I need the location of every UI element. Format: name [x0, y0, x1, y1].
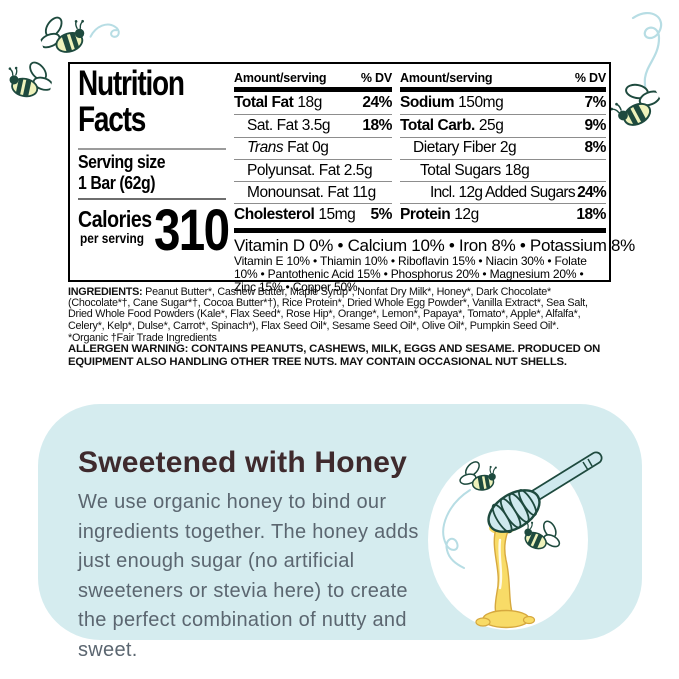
allergen-warning: ALLERGEN WARNING: CONTAINS PEANUTS, CASH… — [68, 343, 601, 368]
swirl-trail-icon — [442, 489, 471, 569]
divider-thick — [400, 87, 606, 92]
nutrient-row: Protein 12g 18% — [400, 203, 606, 225]
nutrition-facts-title: Nutrition Facts — [78, 66, 228, 138]
ingredients-footnote: *Organic †Fair Trade Ingredients — [68, 331, 217, 344]
serving-size-value: 1 Bar (62g) — [78, 173, 156, 193]
divider-thick — [234, 228, 606, 233]
nutrition-facts-panel: Nutrition Facts Serving size 1 Bar (62g)… — [68, 62, 635, 294]
nutrient-row: Dietary Fiber 2g 8% — [400, 136, 606, 159]
nutrient-row: Total Fat 18g 24% — [234, 94, 392, 112]
honey-body-text: We use organic honey to bind our ingredi… — [78, 491, 419, 661]
calories-value: 310 — [154, 198, 230, 263]
ingredients-label: INGREDIENTS: — [68, 286, 143, 298]
title-line-1: Nutrition — [78, 64, 185, 103]
honey-dipper-illustration — [428, 450, 603, 630]
amount-serving-header: Amount/serving — [234, 71, 327, 85]
bee-icon — [0, 52, 56, 107]
nutrition-facts-left-column: Nutrition Facts — [78, 66, 228, 280]
swirl-trail-icon — [89, 23, 120, 38]
divider — [78, 148, 226, 150]
ingredients-section: INGREDIENTS: Peanut Butter*, Cashew Butt… — [68, 286, 611, 344]
title-line-2: Facts — [78, 100, 146, 139]
calories-label: Calories — [78, 206, 152, 232]
micronutrients-primary: Vitamin D 0% • Calcium 10% • Iron 8% • P… — [234, 236, 635, 255]
column-header: Amount/serving % DV — [234, 68, 392, 85]
micronutrients-secondary: Vitamin E 10% • Thiamin 10% • Riboflavin… — [234, 254, 587, 294]
nutrient-row: Cholesterol 15mg 5% — [234, 203, 392, 225]
nutrient-column-1: Amount/serving % DV Total Fat 18g 24% Sat… — [234, 68, 392, 226]
divider — [78, 198, 226, 200]
honey-heading: Sweetened with Honey — [78, 446, 408, 479]
swirl-trail-icon — [631, 12, 663, 100]
bee-icon — [34, 3, 96, 64]
nutrient-row: Total Sugars 18g — [400, 158, 606, 181]
calories-sublabel: per serving — [80, 231, 145, 246]
nutrient-row: Total Carb. 25g 9% — [400, 114, 606, 136]
nutrient-row: Trans Fat 0g — [234, 136, 392, 159]
nutrient-row: Monounsat. Fat 11g — [234, 181, 392, 203]
nutrient-row: Sodium 150mg 7% — [400, 94, 606, 112]
ingredients-text: Peanut Butter*, Cashew Butter, Maple Syr… — [68, 286, 588, 332]
dv-header: % DV — [360, 71, 392, 85]
column-header: Amount/serving % DV — [400, 68, 606, 85]
serving-size: Serving size 1 Bar (62g) — [78, 152, 166, 194]
nutrient-row: Incl. 12g Added Sugars 24% — [400, 181, 607, 203]
dv-header: % DV — [574, 71, 606, 85]
serving-size-label: Serving size — [78, 152, 166, 172]
nutrient-row: Sat. Fat 3.5g 18% — [234, 114, 392, 136]
nutrient-row: Polyunsat. Fat 2.5g — [234, 158, 392, 181]
divider-thick — [234, 87, 392, 92]
amount-serving-header: Amount/serving — [400, 71, 493, 85]
nutrient-column-2: Amount/serving % DV Sodium 150mg 7% Total… — [400, 68, 607, 226]
